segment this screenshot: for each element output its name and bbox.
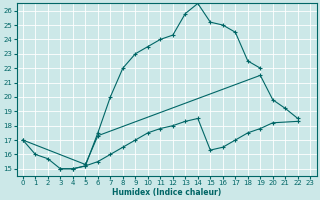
X-axis label: Humidex (Indice chaleur): Humidex (Indice chaleur) [112, 188, 221, 197]
